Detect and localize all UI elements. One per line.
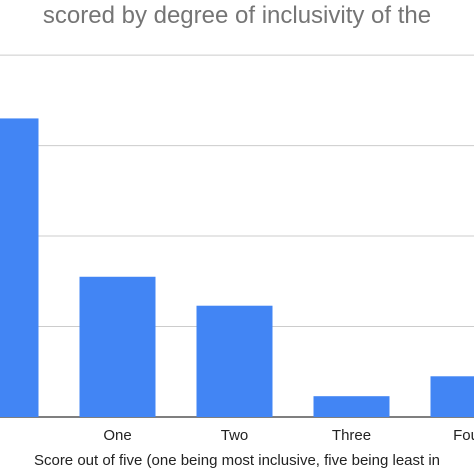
x-tick-label: Four xyxy=(453,427,474,444)
bar-two xyxy=(196,305,273,417)
x-tick-label: Two xyxy=(221,427,249,444)
x-tick-label: Three xyxy=(332,427,371,444)
x-tick-label: One xyxy=(103,427,131,444)
bar-three xyxy=(313,396,390,417)
x-axis-title: Score out of five (one being most inclus… xyxy=(34,452,440,469)
bar-four xyxy=(430,376,474,417)
bar-first xyxy=(0,118,39,417)
bar-one xyxy=(79,276,156,417)
x-tick-labels: One Two Three Four xyxy=(103,427,474,444)
bars xyxy=(0,118,474,417)
chart-title: scored by degree of inclusivity of the xyxy=(43,2,431,29)
